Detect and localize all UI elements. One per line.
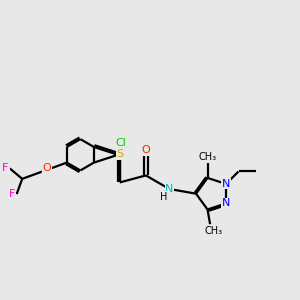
Text: CH₃: CH₃ — [198, 152, 217, 162]
Text: N: N — [165, 184, 173, 194]
Text: O: O — [142, 145, 150, 155]
Text: H: H — [160, 192, 168, 202]
Text: S: S — [116, 149, 123, 159]
Text: CH₃: CH₃ — [204, 226, 222, 236]
Text: Cl: Cl — [116, 138, 127, 148]
Text: O: O — [43, 163, 51, 173]
Text: N: N — [222, 198, 230, 208]
Text: F: F — [2, 164, 8, 173]
Text: N: N — [222, 179, 230, 189]
Text: F: F — [9, 189, 15, 199]
